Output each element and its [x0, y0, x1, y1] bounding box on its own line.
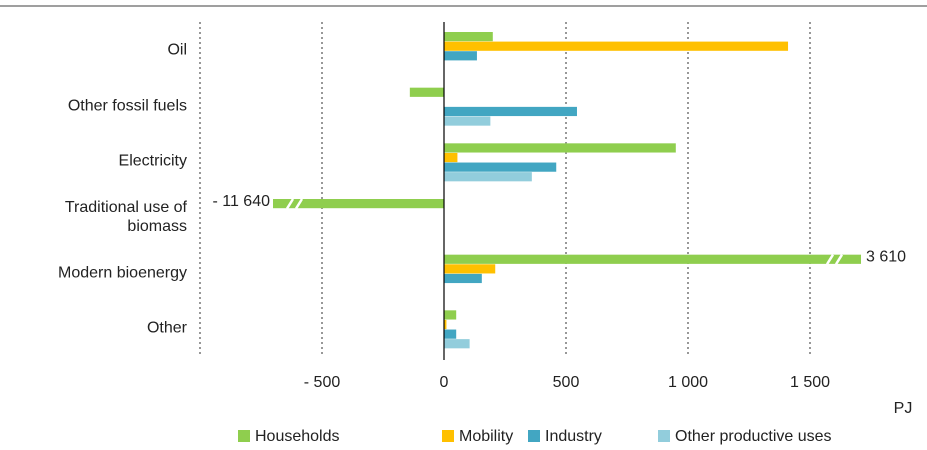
bar [444, 32, 493, 42]
break-mark [294, 198, 304, 210]
bar [444, 273, 482, 284]
bar [444, 106, 577, 117]
x-tick-label: 0 [440, 374, 449, 391]
category-label: Oil [167, 41, 187, 59]
break-mark [285, 198, 295, 210]
x-tick-label: 1 000 [668, 374, 708, 391]
bar [409, 87, 444, 97]
x-tick-label: 1 500 [790, 374, 830, 391]
legend-label: Industry [545, 428, 602, 445]
bar [444, 116, 491, 126]
bar [444, 172, 532, 182]
category-label: Other [146, 319, 187, 337]
legend-label: Households [255, 428, 340, 445]
value-label: 3 610 [866, 249, 906, 266]
legend-swatch [238, 430, 250, 442]
legend-swatch [658, 430, 670, 442]
bar [444, 310, 457, 320]
legend-label: Other productive uses [675, 428, 832, 445]
bar [444, 41, 789, 51]
break-mark [825, 254, 835, 265]
legend-swatch [528, 430, 540, 442]
x-axis-label: PJ [894, 400, 913, 417]
bar [444, 162, 557, 172]
category-label: Modern bioenergy [58, 264, 187, 281]
bars [273, 32, 861, 349]
x-tick-label: 500 [553, 374, 580, 391]
category-label: Other fossil fuels [67, 97, 187, 114]
bar [444, 152, 458, 163]
category-label: Electricity [118, 152, 187, 170]
legend-swatch [442, 430, 454, 442]
bar [444, 264, 496, 274]
bar [444, 329, 457, 339]
legend-label: Mobility [459, 428, 513, 445]
value-label: - 11 640 [212, 193, 270, 210]
x-tick-label: - 500 [304, 374, 341, 391]
bar [444, 319, 447, 330]
bar [444, 254, 861, 264]
bar [273, 199, 444, 209]
bar [444, 51, 477, 61]
bar [444, 339, 470, 349]
bar [444, 143, 676, 153]
category-label: Traditional use of biomass [64, 198, 187, 235]
break-mark [834, 254, 844, 265]
